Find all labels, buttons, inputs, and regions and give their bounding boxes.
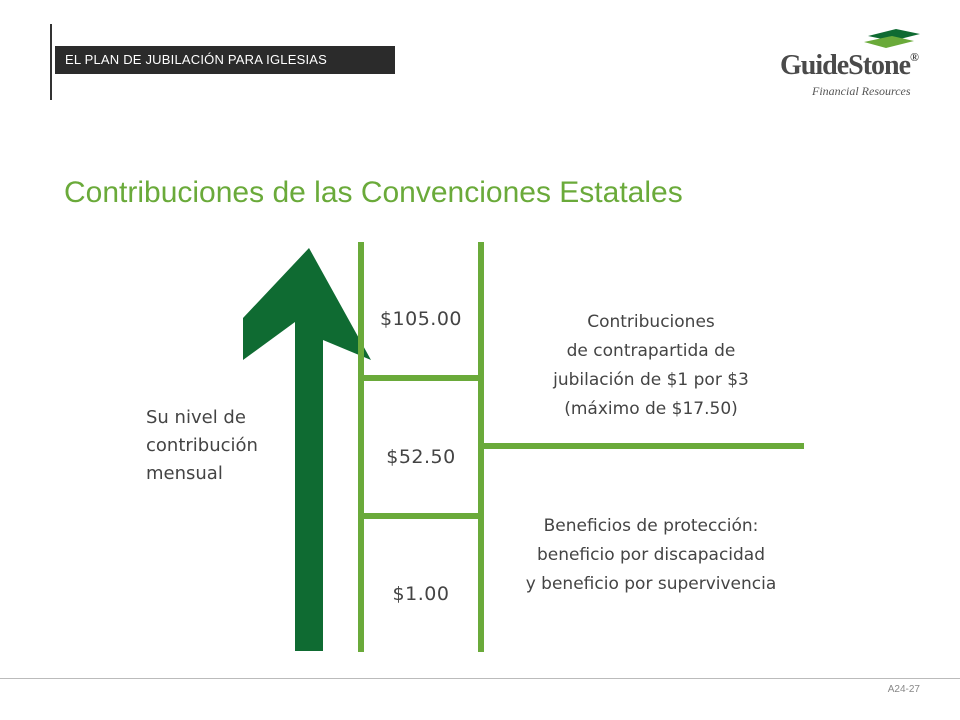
page-code: A24-27 (887, 684, 920, 695)
left-column-line (358, 242, 364, 652)
side-label-line: mensual (146, 463, 223, 484)
benefit-divider (484, 443, 804, 449)
side-label-line: contribución (146, 435, 258, 456)
matching-line: de contrapartida de (566, 341, 736, 361)
protection-line: Beneficios de protección: (543, 516, 759, 536)
protection-line: beneficio por discapacidad (536, 545, 766, 565)
logo-wordmark: GuideStone® (780, 50, 919, 81)
matching-line: Contribuciones (587, 312, 715, 332)
page-title: Contribuciones de las Convenciones Estat… (64, 176, 683, 209)
matching-contributions-text: Contribuciones de contrapartida de jubil… (496, 308, 806, 424)
level-amount-bottom: $1.00 (392, 583, 450, 605)
matching-line: jubilación de $1 por $3 (553, 370, 749, 390)
logo-leaf-icon (864, 29, 920, 48)
logo-tagline: Financial Resources (812, 84, 911, 98)
footer-divider (0, 678, 960, 679)
protection-line: y beneficio por supervivencia (525, 574, 777, 594)
header-divider (50, 24, 52, 100)
level-amount-middle: $52.50 (386, 446, 456, 468)
right-column-line (478, 242, 484, 652)
side-label-line: Su nivel de (146, 407, 246, 428)
matching-line: (máximo de $17.50) (564, 399, 738, 419)
contribution-arrow-icon (243, 248, 371, 651)
section-label: EL PLAN DE JUBILACIÓN PARA IGLESIAS (55, 46, 395, 74)
protection-benefits-text: Beneficios de protección: beneficio por … (496, 512, 806, 599)
level-divider-upper (361, 375, 481, 381)
level-divider-lower (361, 513, 481, 519)
level-amount-top: $105.00 (379, 308, 463, 330)
guidestone-logo: GuideStone® Financial Resources (780, 28, 930, 98)
monthly-contribution-label: Su nivel de contribución mensual (146, 404, 258, 488)
